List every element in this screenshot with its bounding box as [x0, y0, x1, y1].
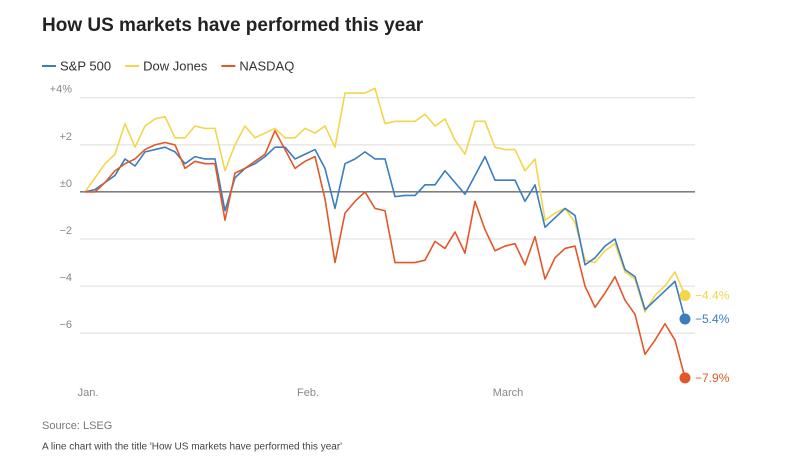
end-dot — [679, 372, 691, 384]
y-tick-label: −4 — [59, 272, 72, 284]
series-line — [84, 87, 686, 313]
y-tick-label: +2 — [59, 131, 72, 143]
end-dot — [679, 289, 691, 301]
x-tick-label: Jan. — [78, 387, 99, 399]
chart-title: How US markets have performed this year — [42, 15, 424, 36]
series-line — [84, 146, 686, 320]
legend-label: Dow Jones — [143, 58, 208, 73]
legend-label: NASDAQ — [239, 58, 294, 73]
y-tick-label: −2 — [59, 225, 72, 237]
x-tick-label: March — [493, 387, 524, 399]
caption: A line chart with the title 'How US mark… — [42, 442, 342, 453]
end-label: −7.9% — [695, 371, 730, 385]
series-line — [85, 129, 686, 379]
end-dot — [679, 313, 691, 325]
y-tick-label: +4% — [50, 84, 73, 96]
y-tick-label: −6 — [59, 319, 72, 331]
legend-label: S&P 500 — [60, 58, 111, 73]
end-label: −5.4% — [695, 312, 730, 326]
y-tick-label: ±0 — [60, 178, 72, 190]
end-label: −4.4% — [695, 289, 730, 303]
source: Source: LSEG — [42, 420, 112, 432]
x-tick-label: Feb. — [297, 387, 319, 399]
